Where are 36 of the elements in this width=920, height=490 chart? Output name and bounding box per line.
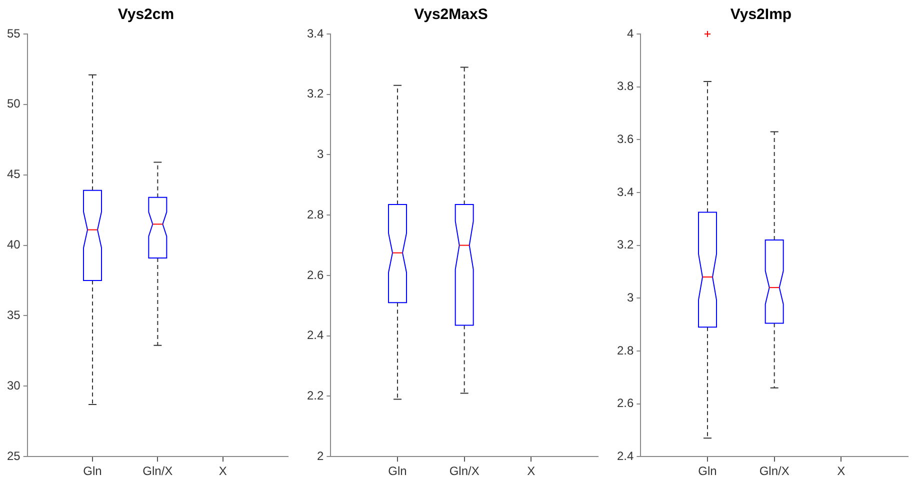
y-tick-label: 40 [6, 238, 21, 252]
y-tick-label: 3.8 [616, 79, 634, 94]
y-tick-label: 35 [6, 308, 21, 322]
y-tick-label: 2.2 [306, 388, 324, 403]
y-tick-label: 4 [626, 26, 634, 40]
x-tick-label: X [837, 464, 846, 478]
x-tick-label: Gln [83, 464, 102, 478]
y-tick-label: 2.6 [616, 396, 634, 410]
x-tick-label: Gln [388, 464, 407, 478]
x-tick-label: X [218, 464, 227, 478]
y-tick-label: 3.6 [616, 132, 634, 146]
y-tick-label: 2.6 [306, 268, 324, 282]
y-tick-label: 2.8 [306, 207, 324, 222]
y-tick-label: 2 [316, 448, 324, 463]
chart-title: Vys2MaxS [414, 6, 488, 24]
x-tick-label: Gln/X [142, 464, 173, 478]
y-tick-label: 55 [6, 26, 21, 40]
chart-title: Vys2cm [118, 6, 174, 24]
y-tick-label: 2.4 [306, 328, 324, 342]
y-tick-label: 3 [626, 290, 634, 304]
y-tick-label: 3.4 [616, 184, 634, 199]
y-tick-label: 3 [316, 147, 324, 162]
x-tick-label: X [527, 464, 536, 478]
y-tick-label: 3.4 [306, 26, 324, 40]
y-tick-label: 30 [6, 378, 21, 392]
y-tick-label: 2.4 [616, 448, 634, 463]
y-tick-label: 3.2 [616, 238, 634, 252]
y-tick-label: 3.2 [306, 86, 324, 101]
y-tick-label: 50 [6, 96, 21, 111]
x-tick-label: Gln/X [449, 464, 480, 478]
y-tick-label: 45 [6, 167, 21, 182]
x-tick-label: Gln/X [759, 464, 790, 478]
y-tick-label: 25 [6, 448, 21, 463]
x-tick-label: Gln [698, 464, 717, 478]
chart-title: Vys2Imp [730, 6, 792, 24]
y-tick-label: 2.8 [616, 343, 634, 358]
